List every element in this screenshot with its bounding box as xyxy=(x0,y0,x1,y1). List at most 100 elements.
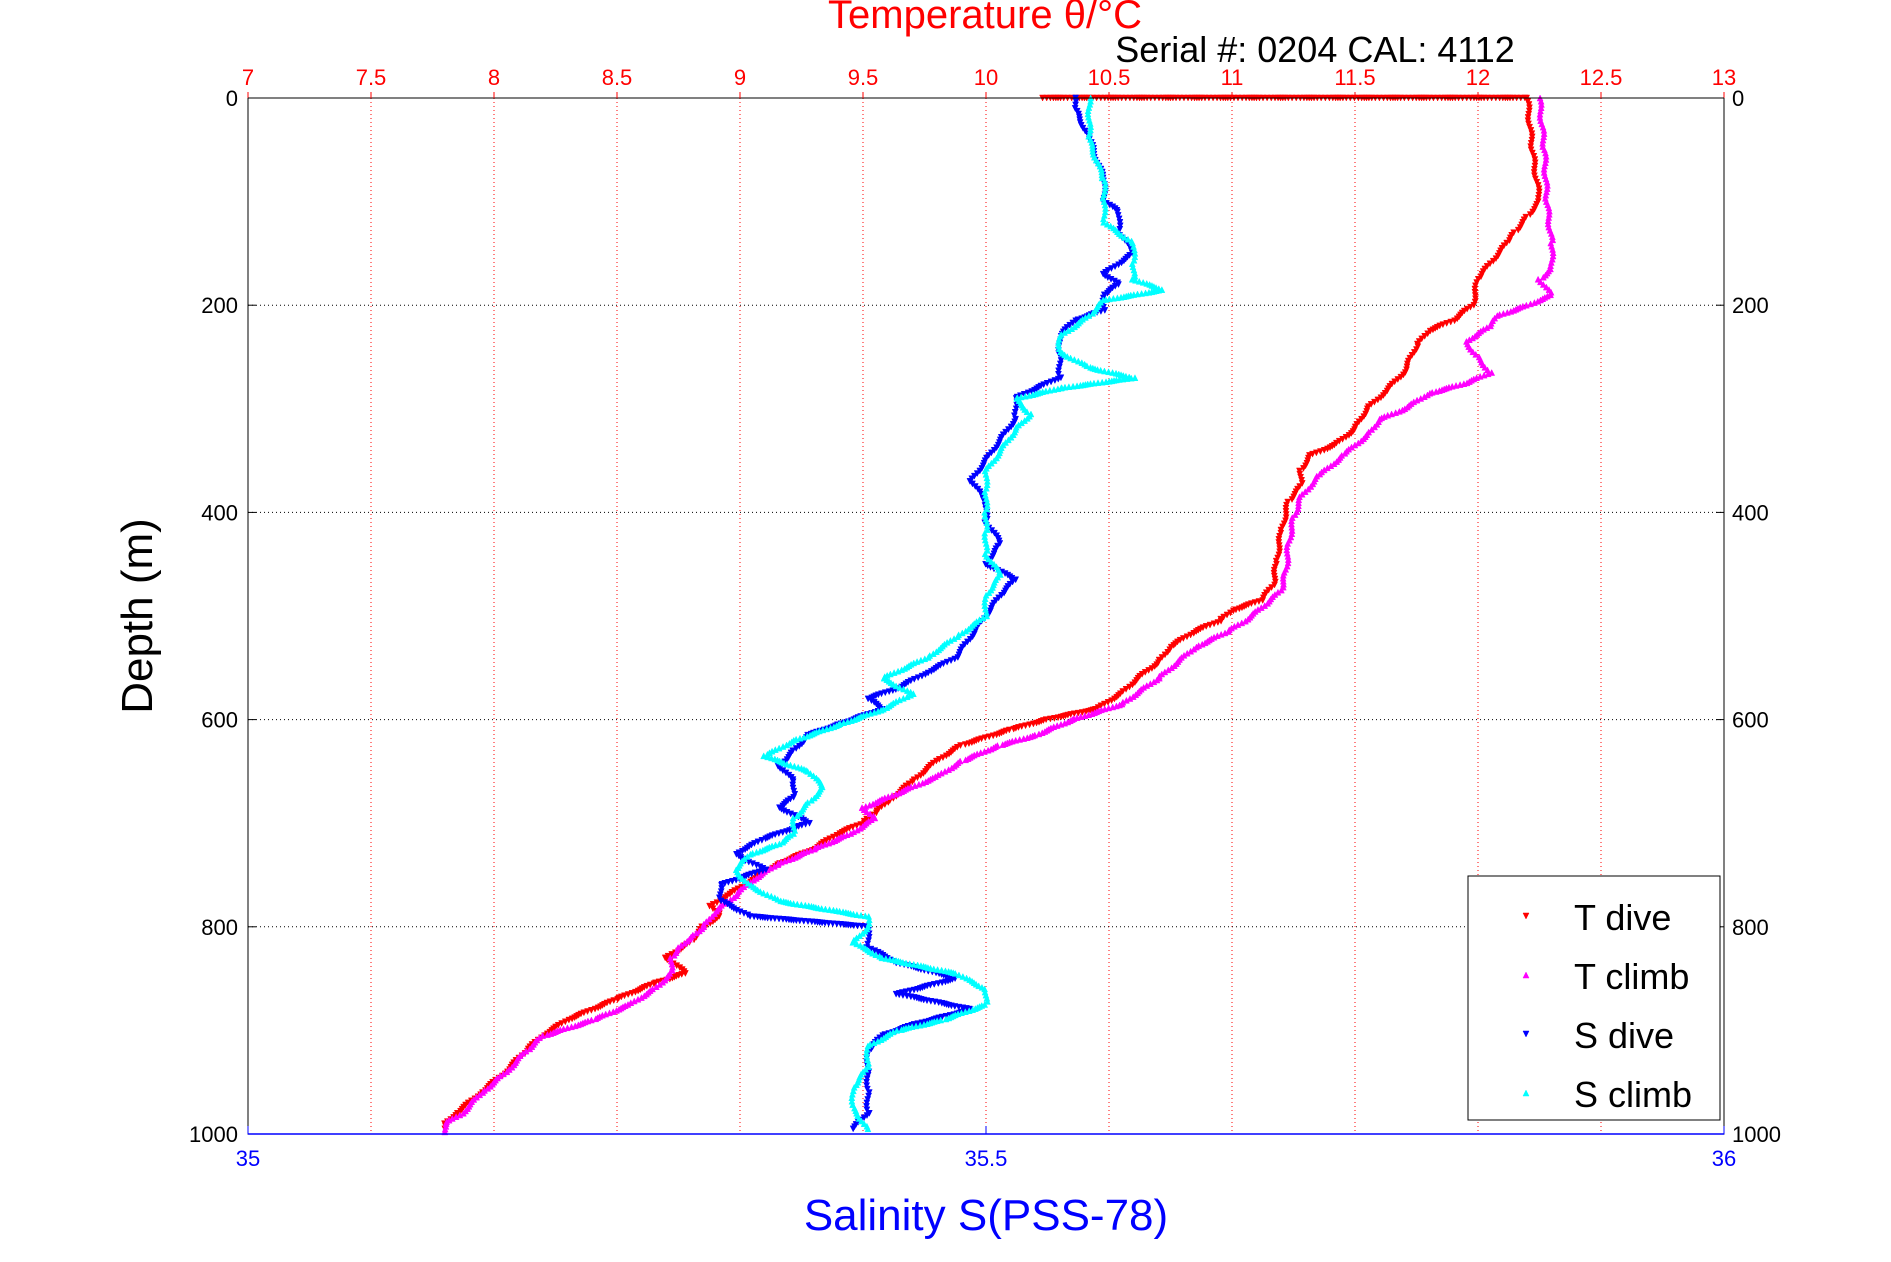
data-point xyxy=(1527,300,1534,308)
data-point xyxy=(915,780,923,788)
data-point xyxy=(932,648,940,656)
data-point xyxy=(961,741,969,749)
data-point xyxy=(1187,647,1195,655)
data-point xyxy=(1021,392,1029,400)
data-point xyxy=(1089,309,1097,317)
data-point xyxy=(1277,586,1285,594)
data-point xyxy=(1123,696,1130,704)
data-point xyxy=(592,1015,600,1023)
data-point xyxy=(1074,357,1082,365)
data-point xyxy=(730,894,738,901)
data-point xyxy=(1109,703,1117,711)
data-point xyxy=(1301,488,1309,495)
data-point xyxy=(853,911,861,918)
data-point xyxy=(975,982,983,990)
data-point xyxy=(865,933,873,941)
data-point xyxy=(955,971,963,979)
data-point xyxy=(954,633,961,640)
data-point xyxy=(896,696,903,704)
data-point xyxy=(1168,664,1176,672)
data-point xyxy=(760,889,767,897)
depth-tick-label-left: 600 xyxy=(201,708,238,733)
depth-tick-label-left: 1000 xyxy=(189,1122,238,1147)
depth-tick-label-left: 0 xyxy=(226,86,238,111)
data-point xyxy=(776,840,783,848)
data-point xyxy=(1100,218,1107,226)
data-point xyxy=(878,954,886,962)
data-point xyxy=(1460,380,1468,388)
data-point xyxy=(863,1106,871,1114)
data-point xyxy=(900,685,907,693)
data-point xyxy=(919,779,927,787)
data-point xyxy=(797,901,805,908)
data-point xyxy=(1055,364,1063,371)
data-point xyxy=(1221,629,1229,637)
data-point xyxy=(1234,621,1242,628)
data-point xyxy=(912,1022,920,1030)
data-point xyxy=(779,838,787,846)
data-point xyxy=(526,1045,534,1053)
data-point xyxy=(1094,379,1102,386)
chart-subtitle: Serial #: 0204 CAL: 4112 xyxy=(1115,29,1515,70)
data-point xyxy=(1129,693,1137,700)
data-point xyxy=(783,760,791,768)
data-point xyxy=(1010,412,1018,420)
data-point xyxy=(1146,680,1154,687)
data-point xyxy=(1217,630,1225,638)
data-point xyxy=(756,847,764,855)
data-point xyxy=(983,546,991,554)
data-point xyxy=(865,937,873,945)
data-point xyxy=(1068,325,1076,332)
temperature-tick-label: 12.5 xyxy=(1580,65,1623,90)
depth-tick-label-right: 400 xyxy=(1732,500,1769,525)
data-point xyxy=(1452,381,1460,389)
data-point xyxy=(544,1031,551,1038)
data-point xyxy=(872,951,880,959)
data-point xyxy=(1114,294,1121,302)
data-point xyxy=(670,951,678,959)
data-point xyxy=(1064,327,1072,334)
data-point xyxy=(659,978,667,986)
data-point xyxy=(911,782,919,789)
data-point xyxy=(1018,419,1025,427)
data-point xyxy=(448,1114,456,1122)
data-point xyxy=(609,1008,617,1015)
data-point xyxy=(921,655,929,663)
depth-tick-label-right: 800 xyxy=(1732,915,1769,940)
data-point xyxy=(1023,734,1031,741)
data-point xyxy=(808,796,815,804)
data-point xyxy=(849,1125,857,1133)
data-point xyxy=(1183,649,1191,657)
data-point xyxy=(1116,222,1124,230)
data-point xyxy=(1012,405,1020,413)
data-point xyxy=(853,940,861,948)
data-point xyxy=(907,691,915,699)
data-point xyxy=(941,767,949,775)
data-point xyxy=(452,1113,460,1120)
data-point xyxy=(917,656,925,664)
data-point xyxy=(767,892,775,900)
data-point xyxy=(793,900,801,908)
data-point xyxy=(950,635,958,642)
data-point xyxy=(681,939,688,947)
data-point xyxy=(1413,396,1421,404)
data-point xyxy=(863,1082,871,1090)
data-point xyxy=(906,960,914,967)
temperature-tick-label: 10.5 xyxy=(1088,65,1131,90)
data-point xyxy=(1081,712,1089,719)
depth-tick-label-right: 0 xyxy=(1732,86,1744,111)
data-point xyxy=(1098,378,1106,386)
data-point xyxy=(1327,462,1335,470)
data-point xyxy=(962,756,970,764)
legend-marker xyxy=(1522,912,1530,920)
data-point xyxy=(708,912,716,920)
data-point xyxy=(793,812,801,820)
data-point xyxy=(894,667,902,675)
data-point xyxy=(958,629,966,637)
legend-label: T climb xyxy=(1574,956,1689,997)
data-point xyxy=(771,915,779,923)
data-point xyxy=(522,1047,530,1055)
data-point xyxy=(877,1036,885,1043)
data-point xyxy=(865,1089,873,1097)
data-point xyxy=(1116,225,1124,233)
